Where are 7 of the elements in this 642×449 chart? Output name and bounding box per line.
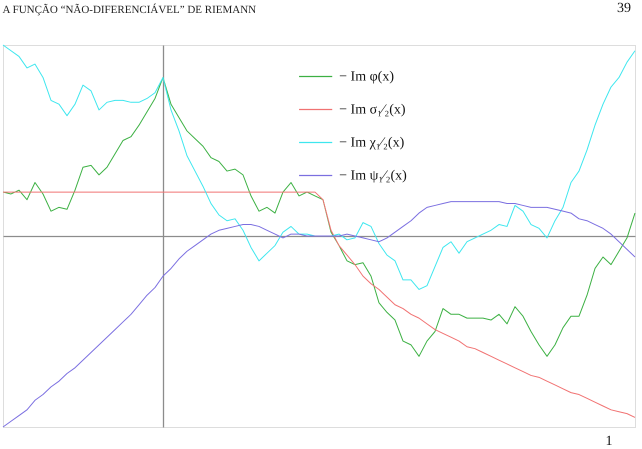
text: 39 <box>617 1 631 16</box>
legend-label: − Im φ(x) <box>339 70 394 84</box>
chart-title: A FUNÇÃO “NÃO-DIFERENCIÁVEL” DE RIEMANN <box>2 3 256 16</box>
text: 1 <box>606 434 612 449</box>
legend-label: − Im χ₁⁄₂(x) <box>339 136 405 150</box>
legend-label: − Im σ₁⁄₂(x) <box>339 102 406 118</box>
legend-label: − Im ψ₁⁄₂(x) <box>339 168 408 184</box>
